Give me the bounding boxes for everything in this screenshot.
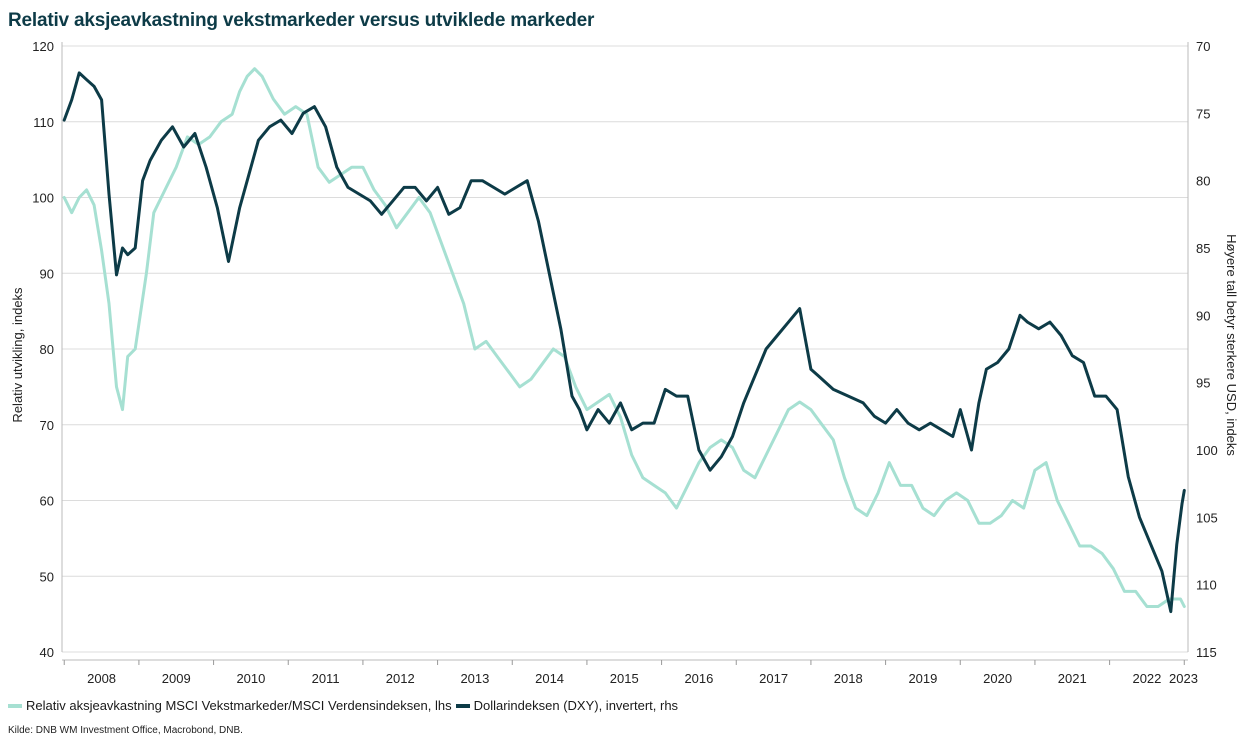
left-tick-label: 80 <box>40 342 54 357</box>
right-tick-label: 95 <box>1196 376 1210 391</box>
x-tick-label: 2019 <box>908 671 937 686</box>
series-line-dollar-index <box>62 71 1186 614</box>
right-axis-title: Høyere tall betyr sterkere USD, indeks <box>1224 234 1239 456</box>
x-tick-label: 2016 <box>684 671 713 686</box>
left-tick-label: 40 <box>40 645 54 660</box>
x-tick-label: 2014 <box>535 671 564 686</box>
legend-swatch-dollar-index <box>455 703 470 708</box>
x-tick-label: 2010 <box>236 671 265 686</box>
right-tick-label: 115 <box>1196 645 1217 660</box>
x-tick-label: 2011 <box>312 671 340 686</box>
x-tick-label: 2022 <box>1132 671 1161 686</box>
right-tick-label: 70 <box>1196 39 1210 54</box>
right-tick-label: 90 <box>1196 308 1210 323</box>
legend-label-relative-return: Relativ aksjeavkastning MSCI Vekstmarked… <box>26 698 452 713</box>
left-axis: 40 50 60 70 80 90 100 110 120 <box>32 39 63 660</box>
right-tick-label: 105 <box>1196 510 1218 525</box>
chart-title: Relativ aksjeavkastning vekstmarkeder ve… <box>8 10 595 31</box>
x-axis: 2008 2009 2010 2011 2012 2013 2014 2015 2016 2017… <box>62 659 1198 686</box>
legend-label-dollar-index: Dollarindeksen (DXY), invertert, rhs <box>473 698 679 713</box>
x-tick-label: 2008 <box>87 671 116 686</box>
right-tick-label: 110 <box>1196 578 1217 593</box>
legend-swatch-relative-return <box>8 703 22 708</box>
left-tick-label: 60 <box>40 494 54 509</box>
legend: Relativ aksjeavkastning MSCI Vekstmarked… <box>8 698 682 713</box>
grid-lines <box>62 45 1188 653</box>
left-axis-title: Relativ utvikling, indeks <box>10 287 25 423</box>
right-tick-label: 75 <box>1196 106 1210 121</box>
right-axis: 70 75 80 85 90 95 100 105 110 115 <box>1187 39 1218 660</box>
source-note: Kilde: DNB WM Investment Office, Macrobo… <box>8 725 243 736</box>
left-tick-label: 100 <box>32 191 54 206</box>
right-tick-label: 100 <box>1196 443 1218 458</box>
left-tick-label: 70 <box>40 418 54 433</box>
legend-item-relative-return: Relativ aksjeavkastning MSCI Vekstmarked… <box>8 698 452 713</box>
series-layer <box>62 67 1186 614</box>
x-tick-label: 2013 <box>460 671 489 686</box>
left-tick-label: 50 <box>40 569 54 584</box>
x-tick-label: 2015 <box>610 671 639 686</box>
x-tick-label: 2023 <box>1169 671 1198 686</box>
left-tick-label: 90 <box>40 266 54 281</box>
x-tick-label: 2009 <box>162 671 191 686</box>
right-tick-label: 85 <box>1196 241 1210 256</box>
x-tick-label: 2021 <box>1058 671 1087 686</box>
x-tick-label: 2017 <box>759 671 788 686</box>
left-tick-label: 110 <box>33 115 54 130</box>
legend-item-dollar-index: Dollarindeksen (DXY), invertert, rhs <box>455 698 679 713</box>
x-tick-label: 2018 <box>834 671 863 686</box>
x-tick-label: 2012 <box>386 671 415 686</box>
right-tick-label: 80 <box>1196 174 1210 189</box>
x-tick-label: 2020 <box>983 671 1012 686</box>
left-tick-label: 120 <box>32 39 54 54</box>
series-line-relative-return <box>62 67 1186 608</box>
